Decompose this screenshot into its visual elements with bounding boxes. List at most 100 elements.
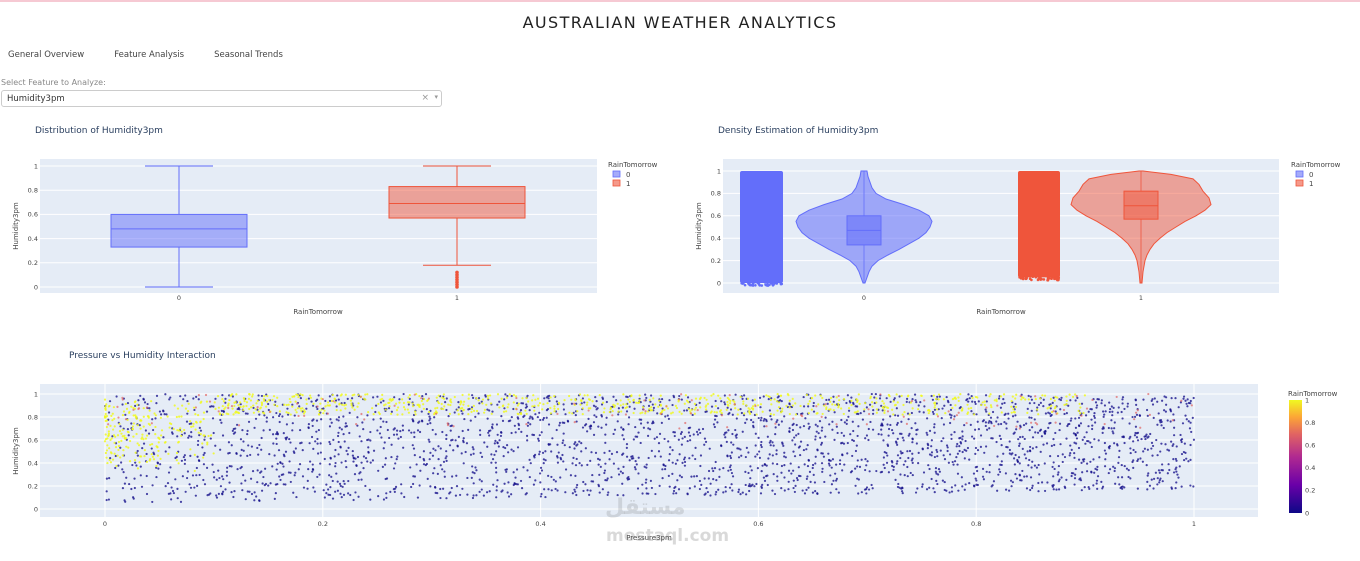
scatter-point bbox=[434, 449, 437, 452]
scatter-point-rain bbox=[1050, 404, 1053, 407]
scatter-point bbox=[1174, 397, 1177, 400]
scatter-point bbox=[466, 476, 469, 480]
scatter-point bbox=[915, 428, 918, 432]
scatter-point-rain bbox=[602, 401, 605, 404]
scatter-point-rain bbox=[407, 411, 410, 414]
scatter-point-rain bbox=[892, 400, 895, 403]
scatter-point bbox=[1000, 460, 1003, 463]
scatter-point bbox=[528, 475, 531, 479]
scatter-point-rain bbox=[389, 412, 393, 415]
scatter-point bbox=[254, 417, 258, 420]
scatter-point bbox=[1129, 477, 1132, 480]
scatter-point bbox=[917, 451, 920, 454]
scatter-point bbox=[379, 417, 382, 420]
scatter-point bbox=[137, 399, 140, 402]
scatter-point bbox=[276, 462, 279, 465]
scatter-point bbox=[968, 397, 971, 400]
scatter-point-mid bbox=[573, 402, 576, 405]
scatter-point-mid bbox=[446, 424, 450, 427]
scatter-point bbox=[493, 453, 496, 456]
tab-general-overview[interactable]: General Overview bbox=[8, 50, 85, 60]
scatter-point bbox=[650, 486, 653, 490]
scatter-point bbox=[728, 486, 732, 489]
scatter-point-mid bbox=[145, 406, 149, 409]
scatter-point bbox=[823, 480, 826, 484]
scatter-point bbox=[713, 467, 717, 470]
scatter-point-rain bbox=[871, 401, 874, 404]
scatter-y-tick-label: 0 bbox=[34, 505, 38, 513]
scatter-point-rain bbox=[821, 412, 824, 416]
scatter-point bbox=[760, 445, 763, 449]
clear-icon[interactable]: × bbox=[421, 93, 429, 103]
scatter-point bbox=[472, 452, 475, 455]
scatter-point bbox=[1150, 447, 1153, 450]
scatter-point bbox=[950, 437, 953, 441]
scatter-point-rain bbox=[498, 406, 501, 409]
scatter-point bbox=[151, 418, 154, 421]
scatter-point-rain bbox=[440, 407, 443, 410]
scatter-point-rain bbox=[172, 427, 175, 431]
scatter-point bbox=[1087, 410, 1090, 413]
scatter-point bbox=[439, 487, 442, 491]
scatter-point-mid bbox=[124, 418, 128, 421]
scatter-point bbox=[872, 409, 875, 412]
scatter-point-rain bbox=[934, 404, 937, 407]
scatter-point bbox=[1113, 427, 1116, 430]
scatter-point bbox=[612, 432, 615, 436]
scatter-point bbox=[683, 435, 686, 439]
scatter-point bbox=[394, 487, 397, 490]
chevron-down-icon[interactable]: ▾ bbox=[434, 93, 438, 101]
scatter-point bbox=[495, 450, 498, 453]
box-legend[interactable]: RainTomorrow 0 1 bbox=[608, 161, 658, 188]
scatter-point-rain bbox=[318, 410, 321, 413]
scatter-point bbox=[1023, 437, 1026, 441]
scatter-point-rain bbox=[549, 396, 552, 399]
scatter-point-rain bbox=[534, 398, 537, 401]
scatter-point bbox=[1013, 431, 1016, 434]
scatter-point-rain bbox=[411, 405, 415, 408]
tab-seasonal-trends[interactable]: Seasonal Trends bbox=[214, 50, 283, 60]
scatter-point bbox=[668, 453, 671, 456]
violin-legend[interactable]: RainTomorrow 0 1 bbox=[1291, 161, 1341, 188]
scatter-point bbox=[915, 442, 918, 445]
scatter-point-rain bbox=[402, 406, 406, 409]
tab-feature-analysis[interactable]: Feature Analysis bbox=[114, 50, 185, 60]
scatter-point bbox=[547, 397, 550, 400]
scatter-point-rain bbox=[1012, 410, 1016, 414]
scatter-point bbox=[739, 408, 742, 411]
scatter-point-rain bbox=[235, 410, 238, 413]
scatter-point-rain bbox=[808, 400, 811, 403]
scatter-point-mid bbox=[879, 393, 882, 396]
scatter-point-rain bbox=[842, 412, 845, 416]
scatter-point bbox=[1036, 431, 1040, 434]
box-chart-title: Distribution of Humidity3pm bbox=[35, 126, 163, 136]
scatter-point bbox=[126, 428, 130, 431]
scatter-point bbox=[940, 417, 943, 420]
violin-x-tick-label: 0 bbox=[862, 294, 866, 302]
scatter-point bbox=[896, 421, 899, 425]
scatter-point bbox=[918, 410, 921, 413]
scatter-point bbox=[877, 433, 880, 436]
scatter-point bbox=[1121, 396, 1125, 399]
scatter-point bbox=[384, 457, 387, 460]
scatter-point bbox=[1100, 399, 1103, 402]
scatter-point bbox=[228, 451, 231, 455]
scatter-point bbox=[753, 413, 757, 417]
feature-select[interactable]: Humidity3pm × ▾ bbox=[1, 90, 442, 107]
scatter-point bbox=[212, 431, 215, 435]
scatter-point-rain bbox=[1054, 395, 1057, 398]
scatter-point bbox=[970, 410, 973, 413]
scatter-point bbox=[580, 442, 583, 445]
scatter-point bbox=[422, 450, 425, 453]
scatter-point-rain bbox=[217, 406, 221, 409]
scatter-point bbox=[108, 477, 111, 480]
scatter-point-rain bbox=[883, 409, 886, 412]
scatter-point-rain bbox=[177, 429, 181, 432]
scatter-point-rain bbox=[788, 412, 791, 416]
scatter-point bbox=[136, 454, 139, 457]
scatter-point bbox=[625, 455, 629, 458]
scatter-point bbox=[1146, 488, 1149, 491]
scatter-point bbox=[1180, 485, 1183, 488]
scatter-point bbox=[478, 490, 481, 493]
scatter-point-rain bbox=[961, 408, 964, 412]
